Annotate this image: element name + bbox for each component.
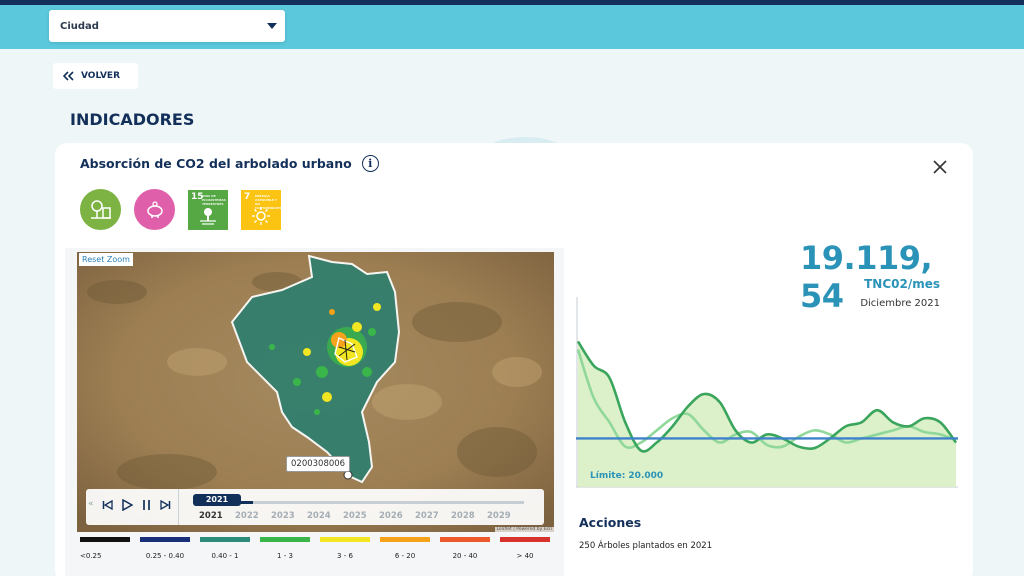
chevron-down-icon bbox=[267, 23, 277, 29]
sdg-7-text: Energía asequible y no contaminante bbox=[255, 193, 281, 210]
pause-icon[interactable] bbox=[142, 499, 151, 511]
trend-chart bbox=[576, 297, 958, 488]
legend-item: > 40 bbox=[500, 537, 550, 560]
legend-label: 20 - 40 bbox=[452, 552, 478, 560]
legend-item: 0.25 - 0.40 bbox=[140, 537, 190, 560]
back-button[interactable]: VOLVER bbox=[53, 63, 138, 89]
indicator-card: Absorción de CO2 del arbolado urbano i bbox=[55, 143, 973, 576]
legend-swatch bbox=[380, 537, 430, 542]
series-1-area bbox=[578, 341, 956, 487]
reset-zoom-button[interactable]: Reset Zoom bbox=[79, 253, 133, 266]
map-legend: <0.25 0.25 - 0.40 0.40 - 1 1 - 3 3 - 6 6 - 20… bbox=[80, 537, 550, 560]
player-separator bbox=[178, 489, 179, 525]
sdg-7-number: 7 bbox=[244, 191, 251, 202]
player-controls bbox=[102, 499, 171, 511]
satellite-map[interactable] bbox=[77, 252, 554, 532]
badge-savings[interactable] bbox=[134, 189, 175, 230]
piggy-bank-icon bbox=[146, 200, 163, 218]
limit-label: Límite: 20.000 bbox=[590, 471, 664, 481]
page-title: INDICADORES bbox=[70, 110, 195, 129]
legend-label: 6 - 20 bbox=[394, 552, 416, 560]
legend-label: 0.25 - 0.40 bbox=[145, 552, 185, 560]
badge-sdg-7[interactable]: 7 Energía asequible y no contaminante bbox=[241, 189, 281, 230]
city-select-value: Ciudad bbox=[60, 20, 99, 32]
close-button[interactable] bbox=[928, 155, 952, 179]
legend-item: 20 - 40 bbox=[440, 537, 490, 560]
municipality-area bbox=[230, 254, 401, 484]
legend-swatch bbox=[260, 537, 310, 542]
play-icon[interactable] bbox=[122, 499, 133, 511]
selected-year[interactable]: 2021 bbox=[193, 494, 241, 506]
legend-label: <0.25 bbox=[80, 552, 102, 560]
year-label[interactable]: 2029 bbox=[487, 511, 511, 521]
legend-swatch bbox=[440, 537, 490, 542]
series-1-line bbox=[576, 340, 958, 453]
city-select[interactable]: Ciudad bbox=[49, 10, 285, 42]
badges: 15 Vida de ecosistemas terrestres 7 Ener… bbox=[80, 189, 281, 230]
year-label[interactable]: 2023 bbox=[271, 511, 295, 521]
year-labels: 2021 2022 2023 2024 2025 2026 2027 2028 2029 bbox=[199, 511, 523, 521]
year-label[interactable]: 2028 bbox=[451, 511, 475, 521]
indicator-title-row: Absorción de CO2 del arbolado urbano i bbox=[80, 155, 379, 172]
year-label[interactable]: 2021 bbox=[199, 511, 223, 521]
legend-item: 0.40 - 1 bbox=[200, 537, 250, 560]
skip-forward-icon[interactable] bbox=[160, 500, 171, 510]
timeline-player: « 2021 2021 2022 2023 2024 2025 2026 2027 2028 2… bbox=[86, 489, 544, 525]
legend-label: 1 - 3 bbox=[277, 552, 293, 560]
legend-swatch bbox=[320, 537, 370, 542]
map-attribution[interactable]: Leaflet | Powered by Esri bbox=[494, 527, 554, 532]
legend-item: 3 - 6 bbox=[320, 537, 370, 560]
legend-item: 1 - 3 bbox=[260, 537, 310, 560]
info-icon[interactable]: i bbox=[361, 155, 379, 172]
legend-label: 3 - 6 bbox=[337, 552, 353, 560]
legend-swatch bbox=[500, 537, 550, 542]
close-icon bbox=[933, 160, 947, 174]
sun-icon bbox=[252, 206, 270, 225]
sdg-15-number: 15 bbox=[191, 191, 204, 202]
series-2-line bbox=[576, 349, 957, 450]
indicator-period: Diciembre 2021 bbox=[860, 298, 940, 309]
actions-title: Acciones bbox=[579, 515, 642, 530]
map[interactable]: Leaflet | Powered by Esri bbox=[77, 252, 554, 532]
indicator-title: Absorción de CO2 del arbolado urbano bbox=[80, 156, 352, 171]
legend-label: 0.40 - 1 bbox=[211, 552, 239, 560]
legend-item: 6 - 20 bbox=[380, 537, 430, 560]
tree-building-icon bbox=[90, 199, 111, 219]
top-stripe bbox=[0, 0, 1024, 5]
badge-sdg-15[interactable]: 15 Vida de ecosistemas terrestres bbox=[188, 189, 228, 230]
sdg-15-text: Vida de ecosistemas terrestres bbox=[202, 193, 226, 206]
timeline-track[interactable] bbox=[194, 501, 524, 504]
legend-swatch bbox=[140, 537, 190, 542]
indicator-value: 19.119, 54 bbox=[800, 239, 933, 315]
map-tooltip: 0200308006 bbox=[286, 456, 351, 472]
badge-urban-trees[interactable] bbox=[80, 189, 121, 230]
legend-swatch bbox=[200, 537, 250, 542]
year-label[interactable]: 2027 bbox=[415, 511, 439, 521]
double-chevron-left-icon bbox=[63, 71, 74, 81]
indicator-unit: TNC02/mes bbox=[864, 277, 940, 291]
year-label[interactable]: 2025 bbox=[343, 511, 367, 521]
legend-label: > 40 bbox=[516, 552, 534, 560]
collapse-icon[interactable]: « bbox=[88, 499, 94, 509]
skip-back-icon[interactable] bbox=[102, 500, 113, 510]
legend-item: <0.25 bbox=[80, 537, 130, 560]
year-label[interactable]: 2024 bbox=[307, 511, 331, 521]
year-label[interactable]: 2022 bbox=[235, 511, 259, 521]
legend-swatch bbox=[80, 537, 130, 542]
action-item: 250 Árboles plantados en 2021 bbox=[579, 541, 713, 551]
land-icon bbox=[200, 207, 216, 225]
year-label[interactable]: 2026 bbox=[379, 511, 403, 521]
back-button-label: VOLVER bbox=[81, 71, 120, 81]
